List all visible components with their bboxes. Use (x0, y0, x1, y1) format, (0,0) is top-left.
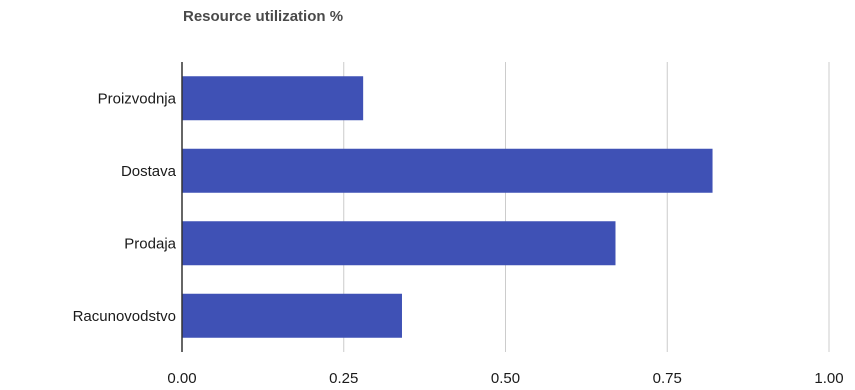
x-tick-labels: 0.00 0.25 0.50 0.75 1.00 (167, 370, 843, 387)
bar-dostava[interactable] (182, 148, 713, 193)
category-label: Proizvodnja (98, 90, 177, 107)
bars (182, 76, 713, 338)
bar-racunovodstvo[interactable] (182, 293, 402, 338)
chart-title: Resource utilization % (183, 8, 344, 25)
x-tick-label: 1.00 (814, 370, 843, 387)
grid-lines (343, 62, 830, 352)
category-label: Racunovodstvo (73, 308, 176, 325)
category-labels: Proizvodnja Dostava Prodaja Racunovodstvo (73, 90, 177, 325)
x-tick-label: 0.75 (653, 370, 682, 387)
x-tick-label: 0.50 (491, 370, 520, 387)
category-label: Prodaja (124, 235, 176, 252)
x-tick-label: 0.00 (167, 370, 196, 387)
x-tick-label: 0.25 (329, 370, 358, 387)
bar-prodaja[interactable] (182, 221, 616, 266)
bar-proizvodnja[interactable] (182, 76, 364, 121)
category-label: Dostava (121, 163, 177, 180)
